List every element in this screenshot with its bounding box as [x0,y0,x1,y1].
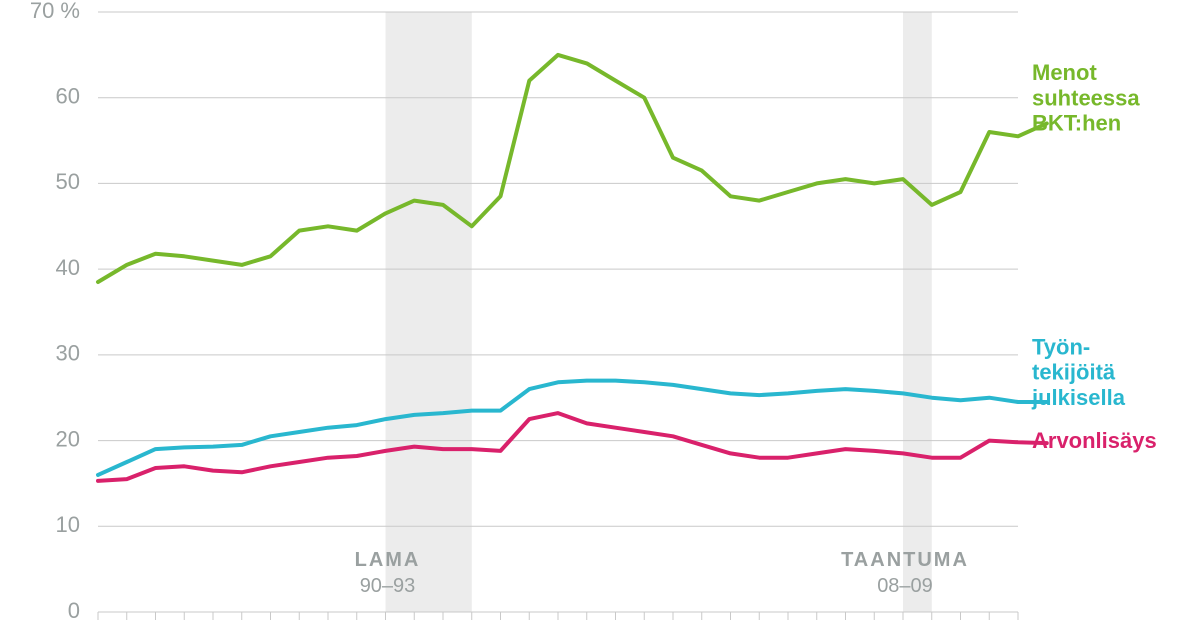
y-tick-label: 40 [56,255,80,280]
band-sublabel-taantuma: 08–09 [877,575,933,597]
chart-background [0,0,1200,628]
series-label-arvonlisays: Arvonlisäys [1032,428,1157,453]
y-tick-label: 0 [68,598,80,623]
series-label-menot: suhteessa [1032,85,1140,110]
y-tick-label: 30 [56,341,80,366]
band-label-taantuma: TAANTUMA [841,549,969,571]
series-label-menot: BKT:hen [1032,111,1121,136]
shaded-band-taantuma [903,12,932,612]
y-tick-label: 70 % [30,0,80,23]
y-tick-label: 10 [56,512,80,537]
series-label-tyontekijoita: julkisella [1031,385,1126,410]
chart-svg: 0 10 20 30 40 50 60 70 % LAMA 90–93 TAANTUMA 08–09 M… [0,0,1200,628]
series-label-tyontekijoita: tekijöitä [1032,360,1116,385]
series-label-menot: Menot [1032,60,1097,85]
line-chart: 0 10 20 30 40 50 60 70 % LAMA 90–93 TAANTUMA 08–09 M… [0,0,1200,628]
band-sublabel-lama: 90–93 [360,575,416,597]
y-tick-label: 60 [56,84,80,109]
y-tick-label: 50 [56,169,80,194]
band-label-lama: LAMA [355,549,421,571]
y-tick-label: 20 [56,426,80,451]
shaded-band-lama [386,12,472,612]
series-label-tyontekijoita: Työn- [1032,334,1090,359]
